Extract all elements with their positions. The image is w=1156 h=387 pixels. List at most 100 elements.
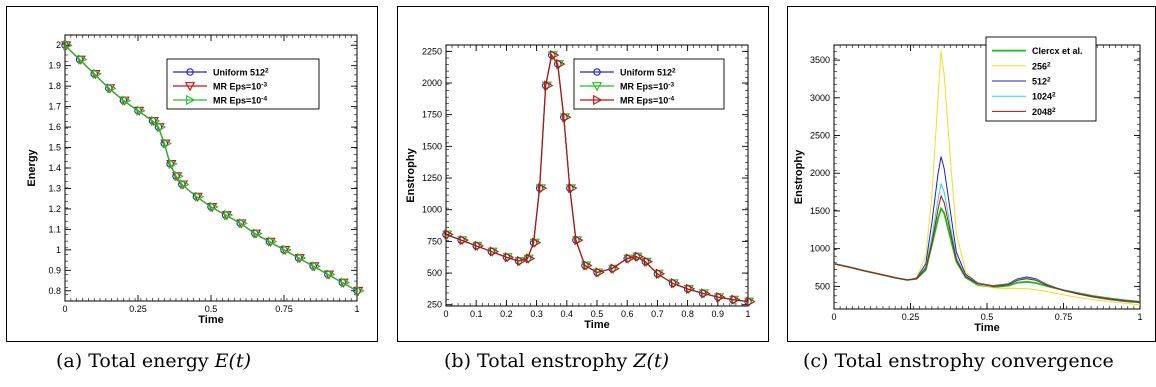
legend-label-exponent: -3 bbox=[261, 81, 267, 88]
x-tick-label: 1 bbox=[1137, 312, 1142, 322]
caption-b-label: (b) bbox=[444, 350, 471, 372]
legend-label-exponent: 2 bbox=[1047, 61, 1051, 68]
y-tick-label: 1.6 bbox=[48, 122, 61, 132]
x-axis-label: Time bbox=[584, 319, 609, 331]
data-point bbox=[238, 218, 248, 229]
legend-label: MR Eps=10-3 bbox=[213, 81, 267, 92]
data-point bbox=[459, 234, 469, 246]
legend-label: 5122 bbox=[1032, 76, 1051, 87]
y-tick-label: 750 bbox=[427, 236, 442, 246]
y-tick-label: 1.4 bbox=[48, 163, 61, 173]
y-tick-label: 500 bbox=[815, 281, 830, 291]
legend: Uniform 5122 MR Eps=10-3 MR Eps=10-4 bbox=[166, 58, 320, 110]
x-tick-label: 0.5 bbox=[591, 309, 604, 319]
y-tick-label: 1.3 bbox=[48, 183, 61, 193]
y-tick-label: 1500 bbox=[422, 141, 442, 151]
y-tick-label: 3000 bbox=[810, 93, 830, 103]
x-tick-label: 0.4 bbox=[561, 309, 574, 319]
data-point bbox=[311, 261, 321, 272]
y-axis-label: Energy bbox=[26, 148, 38, 186]
series-line bbox=[833, 156, 1141, 304]
data-point bbox=[297, 252, 307, 264]
data-point bbox=[526, 253, 536, 264]
series-line bbox=[833, 206, 1141, 303]
caption-b: (b) Total enstrophy Z(t) bbox=[444, 350, 669, 372]
data-point bbox=[63, 40, 73, 51]
legend-label: 2562 bbox=[1032, 61, 1051, 72]
data-point bbox=[92, 68, 102, 80]
x-tick-label: 0.5 bbox=[205, 304, 218, 314]
series-markers bbox=[444, 50, 756, 307]
data-point bbox=[340, 277, 351, 288]
caption-c-text: Total enstrophy convergence bbox=[834, 350, 1114, 372]
y-tick-label: 250 bbox=[427, 300, 442, 310]
enstrophy-chart: 0 0.1 0.2 0.3 0.4 0.5 0.6 0.7 0.8 0.9 125050075010… bbox=[405, 44, 756, 331]
legend-label-exponent: -4 bbox=[668, 95, 674, 102]
y-tick-label: 2000 bbox=[810, 168, 830, 178]
data-point bbox=[267, 236, 278, 247]
data-point bbox=[282, 244, 292, 255]
legend-marker bbox=[186, 94, 196, 106]
legend-label-exponent: 2 bbox=[1052, 106, 1056, 113]
y-tick-label: 2250 bbox=[422, 46, 442, 56]
legend-label-exponent: 2 bbox=[672, 67, 676, 74]
data-point bbox=[670, 278, 681, 289]
legend: Clercx et al. 2562 5122 10242 20482 bbox=[985, 36, 1097, 122]
legend-label-exponent: 2 bbox=[1052, 91, 1056, 98]
data-point bbox=[136, 105, 146, 116]
caption-a: (a) Total energy E(t) bbox=[56, 350, 251, 372]
legend-label: MR Eps=10-3 bbox=[620, 81, 674, 92]
legend-label: 20482 bbox=[1032, 106, 1056, 117]
data-point bbox=[655, 268, 666, 279]
x-tick-label: 0.6 bbox=[621, 309, 634, 319]
enstrophy-chart-panel: 0 0.1 0.2 0.3 0.4 0.5 0.6 0.7 0.8 0.9 1 250 500 750 10… bbox=[397, 6, 769, 342]
data-point bbox=[716, 291, 726, 303]
data-point bbox=[643, 256, 654, 267]
series-line bbox=[445, 53, 749, 303]
y-tick-label: 500 bbox=[427, 268, 442, 278]
data-point bbox=[516, 255, 527, 267]
data-point bbox=[209, 201, 219, 213]
data-point bbox=[156, 121, 167, 133]
y-tick-label: 2500 bbox=[810, 131, 830, 141]
x-tick-label: 0.7 bbox=[651, 309, 664, 319]
x-tick-label: 0 bbox=[831, 312, 836, 322]
data-point bbox=[595, 267, 605, 278]
y-tick-label: 1000 bbox=[810, 244, 830, 254]
x-tick-label: 0.9 bbox=[712, 309, 725, 319]
y-tick-label: 0.9 bbox=[48, 265, 61, 275]
data-point bbox=[583, 260, 593, 271]
data-point bbox=[180, 179, 190, 190]
x-tick-label: 1 bbox=[745, 309, 750, 319]
data-point bbox=[568, 183, 578, 194]
legend-label-exponent: 2 bbox=[265, 67, 269, 74]
legend-label-exponent: -3 bbox=[668, 81, 674, 88]
y-tick-label: 1.2 bbox=[48, 204, 61, 214]
data-point bbox=[168, 158, 178, 170]
legend: Uniform 5122 MR Eps=10-3 MR Eps=10-4 bbox=[573, 58, 725, 110]
x-tick-label: 0.1 bbox=[470, 309, 483, 319]
energy-chart-panel: 0 0.25 0.5 0.75 1 0.8 0.9 1 1.1 1.2 1.3 1.4 1.5 1.6 1.… bbox=[6, 6, 378, 342]
data-point bbox=[504, 252, 515, 263]
y-tick-label: 2000 bbox=[422, 78, 442, 88]
caption-b-math: Z(t) bbox=[633, 350, 670, 372]
legend-marker bbox=[186, 68, 194, 76]
y-tick-label: 1250 bbox=[422, 173, 442, 183]
x-tick-label: 0.75 bbox=[1055, 312, 1073, 322]
legend-label: MR Eps=10-4 bbox=[620, 95, 674, 106]
legend-marker bbox=[593, 94, 603, 106]
caption-a-text: Total energy bbox=[88, 350, 209, 372]
data-point bbox=[474, 240, 484, 251]
caption-a-label: (a) bbox=[56, 350, 83, 372]
legend-label: Clercx et al. bbox=[1032, 46, 1083, 56]
data-point bbox=[574, 234, 584, 246]
x-tick-label: 0.25 bbox=[902, 312, 920, 322]
x-axis-label: Time bbox=[198, 314, 223, 326]
data-point bbox=[121, 95, 132, 106]
enstrophy-convergence-chart-panel: 0 0.25 0.5 0.75 1 500 1000 1500 2000 2500 3000 3500… bbox=[787, 6, 1156, 342]
y-tick-label: 1500 bbox=[810, 206, 830, 216]
x-tick-label: 0 bbox=[62, 304, 67, 314]
data-point bbox=[556, 58, 566, 70]
x-tick-label: 0.25 bbox=[129, 304, 147, 314]
legend-marker bbox=[593, 68, 601, 76]
